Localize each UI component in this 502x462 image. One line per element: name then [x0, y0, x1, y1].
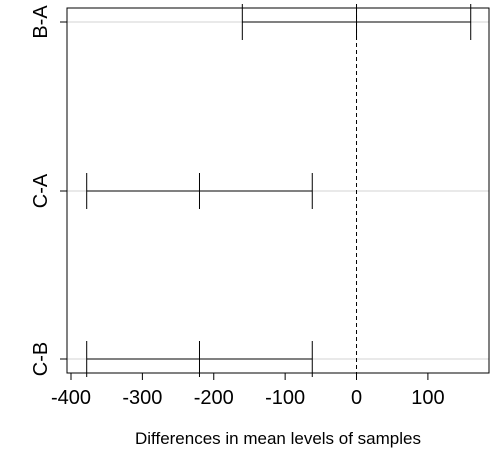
x-axis-label: Differences in mean levels of samples [135, 429, 421, 448]
x-tick-label: -400 [51, 387, 91, 409]
y-tick-label-b-a: B-A [30, 5, 52, 39]
x-tick-label: -100 [265, 387, 305, 409]
x-axis: -400 -300 -200 -100 0 100 [51, 373, 445, 409]
interval-c-b [86, 341, 313, 377]
x-tick-label: -200 [194, 387, 234, 409]
y-tick-label-c-b: C-B [30, 342, 52, 376]
y-axis: B-A C-A C-B [30, 5, 67, 376]
interval-b-a [241, 4, 472, 40]
confidence-intervals [86, 4, 472, 377]
x-tick-label: 0 [351, 387, 362, 409]
interval-c-a [86, 173, 313, 209]
y-tick-label-c-a: C-A [30, 173, 52, 208]
x-tick-label: 100 [411, 387, 444, 409]
x-tick-label: -300 [122, 387, 162, 409]
